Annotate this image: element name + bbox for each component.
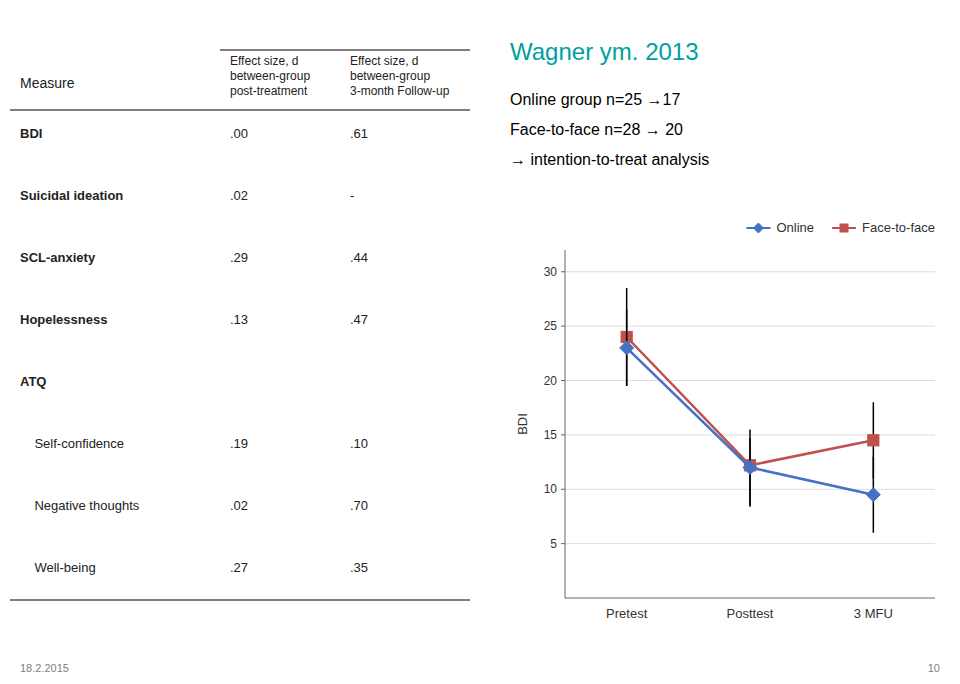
y-tick-label: 20 xyxy=(544,374,558,388)
table-cell: .44 xyxy=(350,250,368,265)
table-row-label: Suicidal ideation xyxy=(20,188,123,203)
table-cell: .61 xyxy=(350,126,368,141)
grid-line xyxy=(565,271,935,272)
footer: 18.2.2015 xyxy=(20,662,69,674)
table-row-label: Negative thoughts xyxy=(20,498,140,513)
y-tick-label: 25 xyxy=(544,319,558,333)
table-cell: .10 xyxy=(350,436,368,451)
y-tick xyxy=(561,434,565,435)
y-axis-label: BDI xyxy=(515,413,530,435)
point xyxy=(743,461,757,475)
table-row-label: ATQ xyxy=(20,374,46,389)
grid-line xyxy=(565,543,935,544)
table-header: Effect size, dbetween-group3-month Follo… xyxy=(350,54,450,98)
table-row-label: SCL-anxiety xyxy=(20,250,96,265)
legend-label: Online xyxy=(776,220,814,235)
table-row-label: BDI xyxy=(20,126,42,141)
legend-label: Face-to-face xyxy=(862,220,935,235)
legend: Online Face-to-face xyxy=(746,220,935,235)
grid-line xyxy=(565,326,935,327)
series xyxy=(621,288,879,507)
series-line xyxy=(627,348,874,495)
y-tick xyxy=(561,489,565,490)
table-header-line: between-group xyxy=(230,69,310,83)
annotation: → intention-to-treat analysis xyxy=(510,151,709,168)
table-cell: - xyxy=(350,188,354,203)
series xyxy=(620,310,881,533)
point xyxy=(866,488,880,502)
table-cell: .47 xyxy=(350,312,368,327)
table-row-label: Self-confidence xyxy=(20,436,124,451)
figure: MeasureEffect size, dbetween-grouppost-t… xyxy=(0,0,960,684)
table-cell: .00 xyxy=(230,126,248,141)
footer: 10 xyxy=(928,662,940,674)
point xyxy=(868,435,879,446)
table-row-label: Hopelessness xyxy=(20,312,107,327)
legend-marker xyxy=(753,223,763,233)
table-rule xyxy=(10,600,470,601)
y-tick xyxy=(561,380,565,381)
legend-marker xyxy=(840,224,848,232)
annotation: Online group n=25 →17 xyxy=(510,91,680,108)
table-cell: .13 xyxy=(230,312,248,327)
grid-line xyxy=(565,380,935,381)
y-tick xyxy=(561,271,565,272)
title: Wagner ym. 2013 xyxy=(510,38,699,65)
y-tick-label: 15 xyxy=(544,428,558,442)
plot-data xyxy=(620,288,881,533)
y-tick xyxy=(561,326,565,327)
annotation: Face-to-face n=28 → 20 xyxy=(510,121,683,138)
table-cell: .27 xyxy=(230,560,248,575)
table-cell: .29 xyxy=(230,250,248,265)
x-tick-label: 3 MFU xyxy=(854,606,893,621)
error-bar xyxy=(626,288,628,386)
x-tick-label: Pretest xyxy=(606,606,648,621)
y-tick-label: 5 xyxy=(550,537,557,551)
table-cell: .19 xyxy=(230,436,248,451)
y-tick-label: 10 xyxy=(544,482,558,496)
y-tick-label: 30 xyxy=(544,265,558,279)
table-header-line: Measure xyxy=(20,75,75,91)
x-tick-label: Posttest xyxy=(727,606,774,621)
table-header-line: post-treatment xyxy=(230,84,308,98)
table-header-line: Effect size, d xyxy=(350,54,418,68)
point xyxy=(620,341,634,355)
table-header-line: between-group xyxy=(350,69,430,83)
axes: 5 10 15 20 25 30 Pretest Posttest 3 MFU BDI xyxy=(515,250,935,621)
table-cell: .70 xyxy=(350,498,368,513)
table-header: Effect size, dbetween-grouppost-treatmen… xyxy=(230,54,310,98)
table-cell: .02 xyxy=(230,188,248,203)
x-axis xyxy=(565,598,935,599)
legend-item: Online xyxy=(746,220,814,235)
table-row-label: Well-being xyxy=(20,560,96,575)
table-header-line: 3-month Follow-up xyxy=(350,84,450,98)
y-axis xyxy=(565,250,566,598)
table-header-line: Effect size, d xyxy=(230,54,298,68)
table-header: Measure xyxy=(20,75,75,91)
y-tick xyxy=(561,543,565,544)
table-cell: .35 xyxy=(350,560,368,575)
table-cell: .02 xyxy=(230,498,248,513)
legend-item: Face-to-face xyxy=(832,220,935,235)
table: MeasureEffect size, dbetween-grouppost-t… xyxy=(10,50,470,600)
table-rule xyxy=(10,109,470,110)
table-rule xyxy=(220,49,470,50)
